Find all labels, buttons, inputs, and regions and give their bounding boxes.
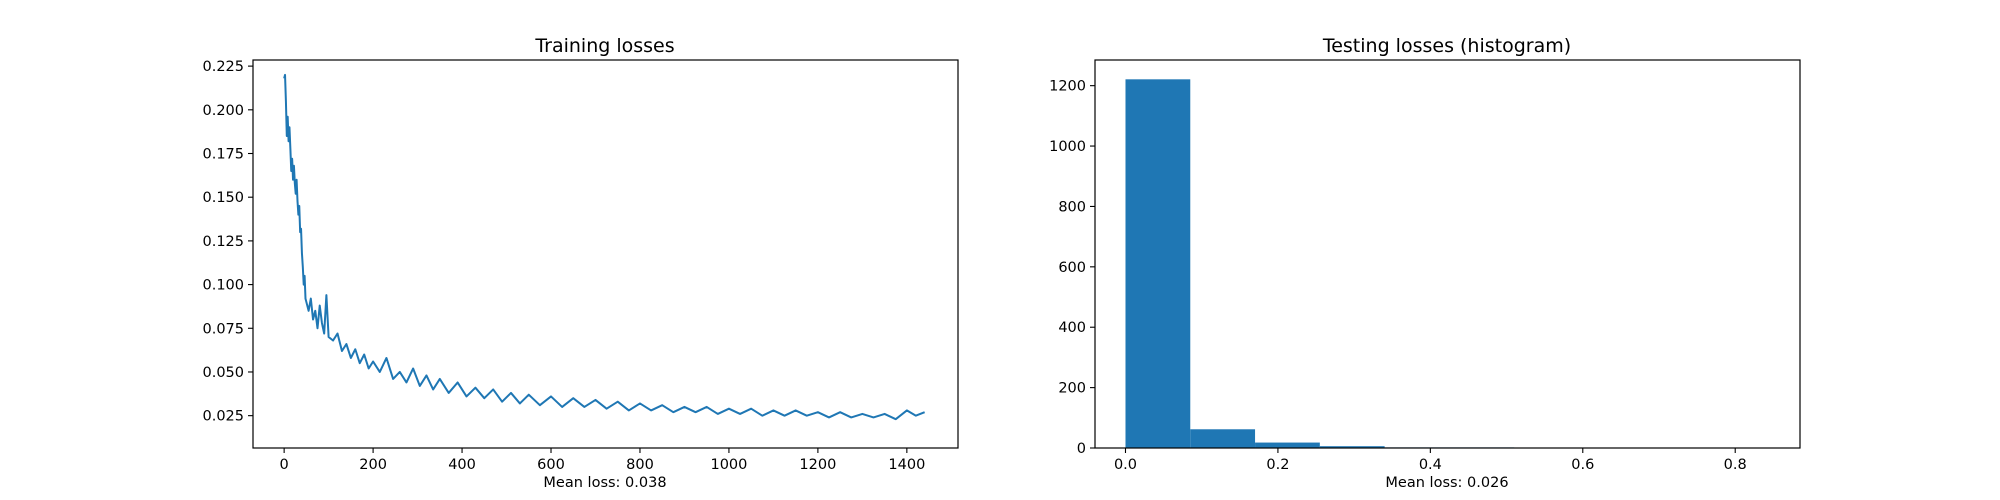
testing-losses-x-tick-label: 0.0 (1114, 457, 1137, 473)
testing-losses-xlabel: Mean loss: 0.026 (1385, 475, 1508, 491)
training-losses-x-axis: 0 200 400 600 800 1000 1200 1400 (280, 448, 925, 473)
training-losses-x-tick-label: 600 (537, 457, 565, 473)
testing-losses-chart: Testing losses (histogram) 0.0 0.2 0.4 0.6 0… (1049, 35, 1801, 491)
training-losses-x-tick-label: 1200 (799, 457, 836, 473)
testing-losses-y-tick-label: 0 (1077, 441, 1086, 457)
testing-losses-frame (1094, 59, 1801, 449)
training-losses-x-tick-label: 0 (280, 457, 289, 473)
testing-losses-histogram-bar (1125, 79, 1191, 448)
training-losses-x-tick-label: 1400 (888, 457, 925, 473)
testing-losses-y-axis: 0 200 400 600 800 1000 1200 (1049, 79, 1095, 457)
testing-losses-plot-area (1125, 79, 1774, 448)
training-losses-y-tick-label: 0.150 (202, 190, 244, 206)
testing-losses-histogram-bar (1190, 429, 1256, 448)
testing-losses-y-tick-label: 200 (1058, 381, 1086, 397)
training-losses-series-line (283, 73, 926, 421)
testing-losses-title: Testing losses (histogram) (1322, 35, 1571, 57)
training-losses-x-tick-label: 1000 (710, 457, 747, 473)
training-losses-y-axis: 0.025 0.050 0.075 0.100 0.125 0.150 0.175 0.200… (202, 59, 253, 425)
training-losses-y-tick-label: 0.025 (202, 409, 244, 425)
testing-losses-y-tick-label: 600 (1058, 260, 1086, 276)
testing-losses-histogram-bar (1255, 442, 1320, 448)
training-losses-title: Training losses (534, 35, 674, 57)
testing-losses-y-tick-label: 800 (1058, 199, 1086, 215)
testing-losses-x-tick-label: 0.8 (1724, 457, 1747, 473)
testing-losses-x-tick-label: 0.4 (1419, 457, 1442, 473)
training-losses-x-tick-label: 200 (359, 457, 387, 473)
training-losses-y-tick-label: 0.175 (202, 147, 244, 163)
training-losses-xlabel: Mean loss: 0.038 (543, 475, 666, 491)
training-losses-y-tick-label: 0.100 (202, 278, 244, 294)
testing-losses-y-tick-label: 1000 (1049, 139, 1086, 155)
training-losses-plot-area (283, 73, 926, 421)
training-losses-x-tick-label: 400 (448, 457, 476, 473)
training-losses-y-tick-label: 0.125 (202, 234, 244, 250)
training-losses-frame (252, 59, 959, 449)
training-losses-y-tick-label: 0.200 (202, 103, 244, 119)
testing-losses-x-axis: 0.0 0.2 0.4 0.6 0.8 (1114, 448, 1747, 473)
testing-losses-x-tick-label: 0.2 (1266, 457, 1289, 473)
testing-losses-y-tick-label: 1200 (1049, 79, 1086, 95)
testing-losses-histogram-bar (1319, 446, 1385, 448)
training-losses-y-tick-label: 0.075 (202, 321, 244, 337)
training-losses-x-tick-label: 800 (626, 457, 654, 473)
training-losses-y-tick-label: 0.050 (202, 365, 244, 381)
testing-losses-x-tick-label: 0.6 (1571, 457, 1594, 473)
training-losses-y-tick-label: 0.225 (202, 59, 244, 75)
testing-losses-y-tick-label: 400 (1058, 320, 1086, 336)
training-losses-chart: Training losses 0 200 400 600 800 1000 1200 140… (202, 35, 959, 491)
